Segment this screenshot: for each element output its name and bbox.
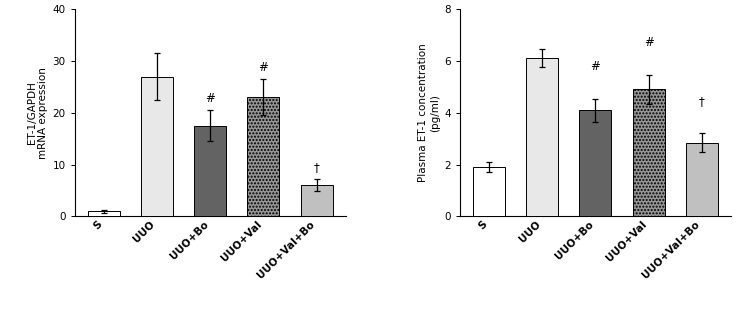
Bar <box>248 97 280 216</box>
Bar <box>301 185 333 216</box>
Text: #: # <box>205 92 215 105</box>
Bar <box>88 211 120 216</box>
Bar <box>633 90 665 216</box>
Bar <box>194 126 226 216</box>
Bar <box>580 110 612 216</box>
Y-axis label: ET-1/GAPDH
mRNA expression: ET-1/GAPDH mRNA expression <box>27 67 48 159</box>
Bar <box>526 58 558 216</box>
Bar <box>473 167 505 216</box>
Text: †: † <box>699 95 705 108</box>
Text: #: # <box>644 36 653 49</box>
Text: †: † <box>314 161 319 174</box>
Y-axis label: Plasma ET-1 concentration
(pg/ml): Plasma ET-1 concentration (pg/ml) <box>419 43 440 182</box>
Text: #: # <box>259 61 269 74</box>
Bar <box>141 77 173 216</box>
Text: #: # <box>591 60 601 73</box>
Bar <box>686 142 718 216</box>
